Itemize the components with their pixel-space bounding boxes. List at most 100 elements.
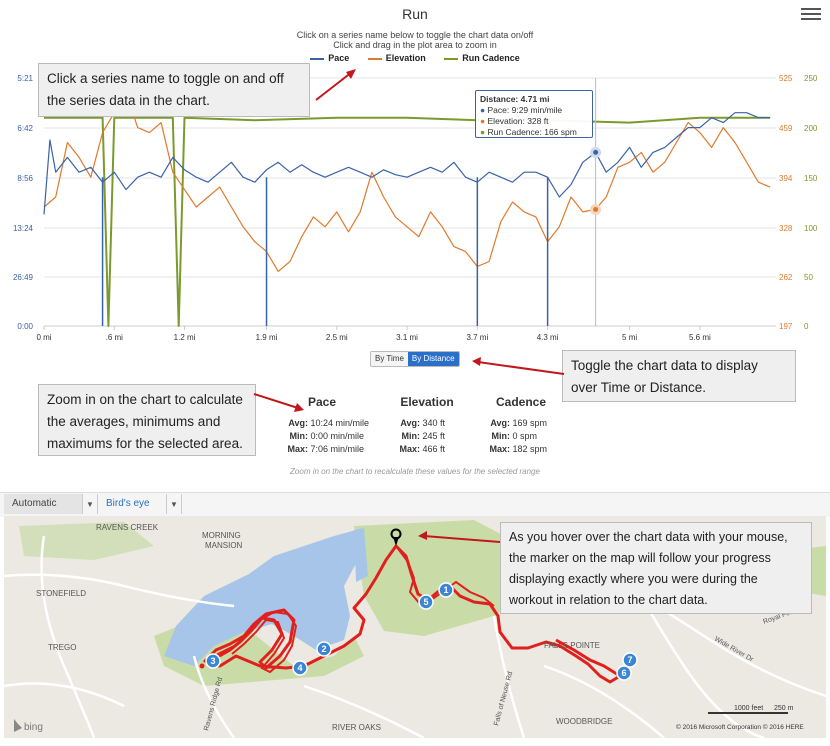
cadence-stats-header: Cadence [495,395,547,409]
elevation-stats-header: Elevation [400,395,454,409]
svg-text:7: 7 [627,655,632,665]
pace-axis-tick: 0:00 [17,322,33,331]
x-axis-tick: 5 mi [622,333,637,342]
pace-stats-header: Pace [307,395,337,409]
hamburger-menu-icon[interactable] [801,8,821,24]
cadence-max-label: Max: [489,444,510,454]
route-marker-4[interactable]: 4 [292,660,308,676]
cadence-min-value: 0 spm [512,431,538,441]
pace-axis-tick: 5:21 [17,74,33,83]
pace-axis-tick: 26:49 [13,273,34,282]
cadence-axis-tick: 100 [804,224,818,233]
legend-swatch-pace [310,57,325,60]
legend-item-pace[interactable]: Pace [310,53,349,63]
route-marker-5[interactable]: 5 [418,594,434,610]
legend-item-elevation[interactable]: Elevation [367,53,426,63]
legend-label-elevation: Elevation [385,53,426,63]
zoom-help-arrow [253,393,304,412]
route-markers: 1 2 3 4 5 6 7 [205,582,638,681]
x-axis-tick: 0 mi [36,333,51,342]
pace-min-label: Min: [289,431,309,441]
pace-min-value: 0:00 min/mile [310,431,365,441]
label-stonefield: STONEFIELD [36,589,86,598]
lake [354,528,368,582]
label-trego: TREGO [48,643,76,652]
map-toolbar [0,492,830,517]
legend-label-pace: Pace [328,53,350,63]
cadence-axis-tick: 200 [804,124,818,133]
label-ravens-creek: RAVENS CREEK [96,523,159,532]
legend-label-run-cadence: Run Cadence [462,53,520,63]
elevation-axis-tick: 262 [779,273,793,282]
elevation-stats: Elevation Avg: 340 ft Min: 245 ft Max: 4… [396,395,458,456]
label-falls-pointe: FALLS POINTE [544,641,600,650]
lake [164,530,360,666]
by-time-button[interactable]: By Time [371,352,408,366]
cadence-axis-tick: 150 [804,174,818,183]
tooltip-pace: ● Pace: 9:29 min/mile [480,105,563,115]
svg-text:4: 4 [297,663,302,673]
svg-text:1000 feet: 1000 feet [734,705,763,712]
label-morning: MORNING [202,531,241,540]
stats-note: Zoom in on the chart to recalculate thes… [290,467,540,476]
route-marker-6[interactable]: 6 [616,665,632,681]
route-path-overlap [395,545,495,607]
pace-axis-tick: 6:42 [17,124,33,133]
svg-text:3: 3 [210,656,215,666]
cadence-avg-label: Avg: [490,418,510,428]
map-view-tabs: Automatic ▼ Bird's eye ▼ [4,494,182,514]
cadence-series-line [44,116,771,327]
x-axis-tick: 1.2 mi [174,333,196,342]
cadence-axis-tick: 50 [804,273,813,282]
elevation-max-value: 466 ft [422,444,446,454]
svg-text:5: 5 [423,597,428,607]
cadence-max-value: 182 spm [512,444,548,454]
map-scale: 1000 feet 250 m © 2016 Microsoft Corpora… [676,705,804,731]
route-path [202,544,622,684]
x-axis-tick: 4.3 mi [537,333,559,342]
map-help-arrow [418,531,501,543]
birds-eye-dropdown-icon[interactable]: ▼ [167,494,182,514]
chart-tooltip: Distance: 4.71 mi ● Pace: 9:29 min/mile … [475,90,593,138]
pace-axis-tick: 8:56 [17,174,33,183]
chart-instructions-2: Click and drag in the plot area to zoom … [333,40,497,50]
map-canvas[interactable]: RAVENS CREEK MORNING MANSION STONEFIELD … [4,516,826,738]
chart-legend: Pace Elevation Run Cadence [0,53,830,63]
pace-max-value: 7:06 min/mile [310,444,365,454]
by-distance-button[interactable]: By Distance [407,352,459,366]
tooltip-cadence: ● Run Cadence: 166 spm [480,127,577,137]
route-marker-3[interactable]: 3 [205,653,221,669]
chart-instructions-1: Click on a series name below to toggle t… [296,30,534,40]
elevation-avg-value: 340 ft [422,418,446,428]
route-marker-1[interactable]: 1 [438,582,454,598]
elevation-axis-tick: 394 [779,174,793,183]
x-axis-tick: 5.6 mi [689,333,711,342]
elevation-axis-tick: 328 [779,224,793,233]
legend-item-run-cadence[interactable]: Run Cadence [444,53,520,63]
svg-text:250 m: 250 m [774,705,794,712]
elevation-min-label: Min: [401,431,421,441]
x-axis-tick: 2.5 mi [326,333,348,342]
pace-avg-label: Avg: [288,418,308,428]
tooltip-distance: Distance: 4.71 mi [480,94,550,104]
route-marker-7[interactable]: 7 [622,652,638,668]
toggle-help-arrow [472,357,565,375]
park-area [19,522,154,560]
hover-point-pace [590,146,602,158]
label-river-oaks: RIVER OAKS [332,723,381,732]
route-marker-2[interactable]: 2 [316,641,332,657]
map-help-callout: As you hover over the chart data with yo… [500,522,812,614]
label-woodbridge: WOODBRIDGE [556,717,612,726]
svg-text:bing: bing [24,722,43,733]
elevation-series-line [43,92,771,272]
automatic-dropdown-icon[interactable]: ▼ [83,494,98,514]
route-start-point [199,663,205,669]
x-axis-tick: .6 mi [106,333,124,342]
run-chart[interactable]: 5:21 525 250 6:42 459 200 8:56 394 150 13:24 328 10… [0,0,830,346]
elevation-axis-tick: 525 [779,74,793,83]
map-tab-automatic[interactable]: Automatic [4,494,83,514]
pace-stats: Pace Avg: 10:24 min/mile Min: 0:00 min/m… [274,395,370,456]
map-tab-birds-eye[interactable]: Bird's eye [98,494,167,514]
elevation-max-label: Max: [399,444,420,454]
current-location-pin-icon [390,528,402,546]
